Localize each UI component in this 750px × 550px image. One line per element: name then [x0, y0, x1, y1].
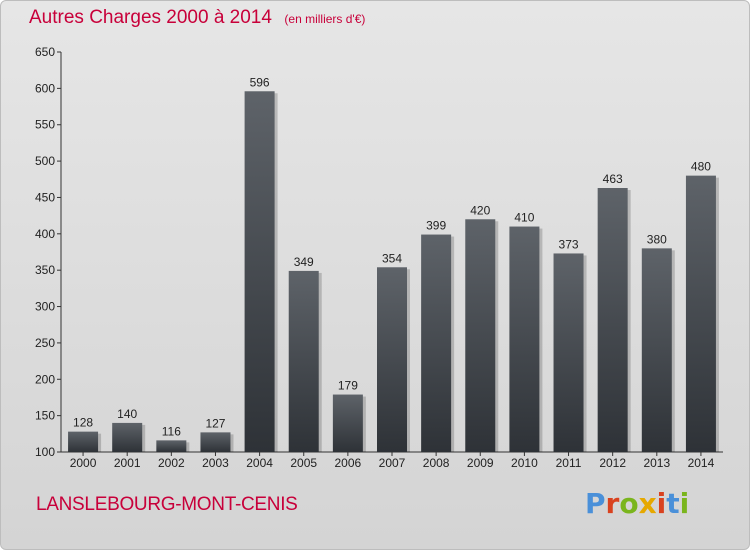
- x-tick-label: 2005: [290, 456, 317, 470]
- y-tick-label: 400: [35, 227, 55, 241]
- x-tick-label: 2001: [114, 456, 141, 470]
- bar-2002: [156, 440, 187, 452]
- proxiti-logo: Proxiti: [585, 487, 689, 520]
- bar-2005: [288, 270, 319, 452]
- x-tick-label: 2002: [158, 456, 185, 470]
- y-tick-label: 300: [35, 300, 55, 314]
- bar-2011: [553, 253, 584, 452]
- x-tick-label: 2014: [688, 456, 715, 470]
- chart-title: Autres Charges 2000 à 2014 (en milliers …: [29, 7, 365, 29]
- bar-2012: [597, 188, 628, 452]
- y-tick-label: 650: [35, 45, 55, 59]
- bar-2004: [244, 91, 275, 452]
- bar-value-label: 480: [691, 160, 711, 174]
- bar-value-label: 354: [382, 251, 402, 265]
- bar-value-label: 140: [117, 407, 137, 421]
- y-tick-label: 500: [35, 154, 55, 168]
- bar-value-label: 380: [647, 232, 667, 246]
- y-tick-label: 200: [35, 372, 55, 386]
- bar-value-label: 128: [73, 416, 93, 430]
- bar-2013: [641, 248, 672, 452]
- bar-2007: [377, 267, 407, 452]
- x-tick-label: 2006: [335, 456, 362, 470]
- x-tick-label: 2012: [599, 456, 626, 470]
- logo-letter: P: [585, 487, 606, 520]
- logo-letter: r: [605, 487, 620, 520]
- y-tick-label: 250: [35, 336, 55, 350]
- logo-letter: i: [679, 487, 690, 520]
- logo-letter: t: [666, 487, 680, 520]
- bar-value-label: 420: [470, 203, 490, 217]
- logo-letter: o: [619, 487, 639, 520]
- bar-2006: [332, 394, 363, 452]
- bar-value-label: 127: [205, 416, 225, 430]
- bar-2003: [200, 432, 231, 452]
- y-tick-label: 100: [35, 445, 55, 459]
- bar-value-label: 399: [426, 219, 446, 233]
- bar-value-label: 116: [162, 424, 181, 438]
- x-tick-label: 2010: [511, 456, 538, 470]
- bar-value-label: 596: [250, 75, 270, 89]
- bar-value-label: 349: [294, 255, 314, 269]
- x-tick-label: 2003: [202, 456, 229, 470]
- bar-value-label: 410: [514, 211, 534, 225]
- title-subtitle: (en milliers d'€): [284, 12, 366, 26]
- y-tick-label: 450: [35, 190, 55, 204]
- bar-2001: [112, 422, 143, 452]
- bar-value-label: 373: [559, 237, 579, 251]
- bar-2008: [421, 234, 452, 452]
- title-main: Autres Charges 2000 à 2014: [29, 7, 272, 28]
- x-tick-label: 2007: [379, 456, 406, 470]
- bar-value-label: 179: [338, 379, 358, 393]
- x-tick-label: 2011: [556, 456, 582, 470]
- x-tick-label: 2009: [467, 456, 494, 470]
- x-tick-label: 2004: [246, 456, 273, 470]
- bar-2009: [465, 219, 496, 452]
- logo-letter: x: [638, 487, 657, 520]
- bar-2010: [509, 226, 540, 452]
- x-tick-label: 2013: [643, 456, 670, 470]
- y-tick-label: 550: [35, 118, 55, 132]
- y-tick-label: 600: [35, 81, 55, 95]
- place-name: LANSLEBOURG-MONT-CENIS: [36, 494, 298, 515]
- logo-letter: i: [656, 487, 667, 520]
- x-tick-label: 2000: [70, 456, 97, 470]
- bar-2000: [68, 431, 99, 452]
- y-tick-label: 350: [35, 263, 55, 277]
- bar-value-label: 463: [603, 172, 623, 186]
- x-tick-label: 2008: [423, 456, 450, 470]
- y-tick-label: 150: [35, 409, 55, 423]
- bar-2014: [685, 175, 716, 453]
